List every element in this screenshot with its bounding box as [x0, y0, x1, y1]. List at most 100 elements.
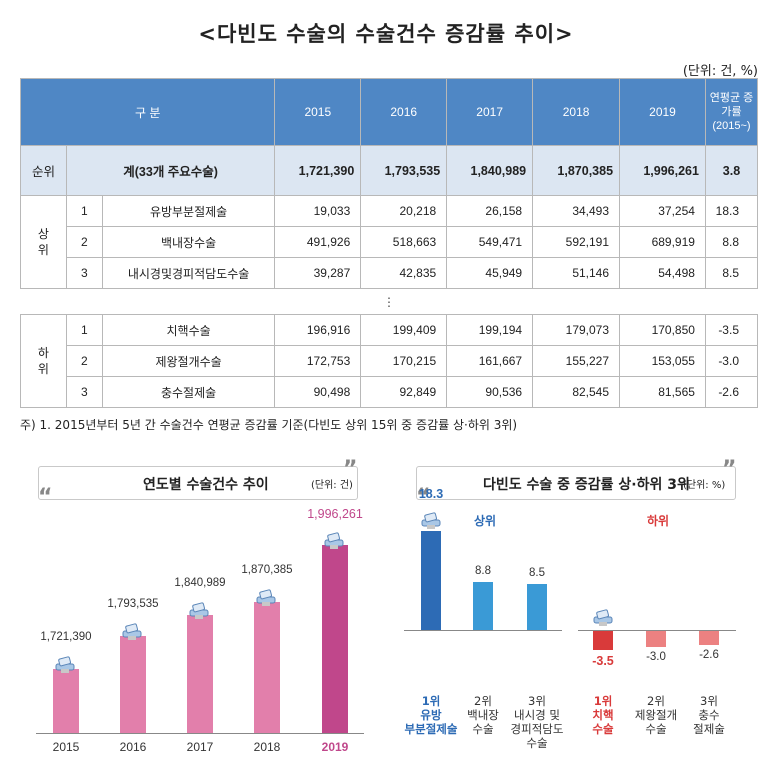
header-year: 2015 [274, 78, 362, 146]
rate-cell: -3.5 [704, 314, 759, 346]
rank-label: 2위 제왕절개 수술 [622, 694, 690, 736]
rank-label-line: 1위 [593, 694, 613, 708]
value-cell: 689,919 [619, 226, 706, 258]
scanner-icon [593, 609, 613, 626]
x-tick-label: 2017 [186, 740, 214, 754]
rate-cell: -2.6 [704, 376, 759, 408]
rank-label: 1위 치핵 수술 [569, 694, 637, 736]
rank-label-line: 1위 [421, 694, 441, 708]
value-cell: 39,287 [274, 257, 362, 289]
top-group-label: 상위 [473, 514, 497, 528]
surgery-table: 구 분 2015 2016 2017 2018 2019 연평균 증가률 (20… [19, 78, 759, 408]
total-value: 1,840,989 [446, 145, 534, 196]
bar-2019 [322, 544, 348, 733]
rate-cell: 8.8 [704, 226, 759, 258]
table-row: 2 제왕절개수술 172,753 170,215 161,667 155,227… [21, 345, 759, 377]
rate-bar [646, 631, 666, 648]
total-rate: 3.8 [704, 145, 759, 196]
left-chart-header: 연도별 수술건수 추이 (단위: 건) [38, 466, 358, 500]
close-quote-icon: ” [343, 457, 358, 482]
rank-label-line: 치핵 [592, 708, 614, 722]
bar-value-label: 1,996,261 [307, 506, 363, 521]
value-cell: 19,033 [274, 195, 362, 227]
table-row: 3 내시경및경피적담도수술 39,287 42,835 45,949 51,14… [21, 257, 759, 289]
rank-label-line: 충수 [698, 708, 720, 722]
table-header-row: 구 분 2015 2016 2017 2018 2019 연평균 증가률 (20… [19, 78, 759, 146]
page-title: <다빈도 수술의 수술건수 증감률 추이> [198, 22, 574, 46]
bar-2017 [187, 614, 213, 733]
rate-cell: 8.5 [704, 257, 759, 289]
bar-2016 [120, 636, 146, 733]
bar-value-label: 1,793,535 [107, 598, 159, 611]
rate-bar [421, 531, 441, 630]
rank-label-line: 수술 [472, 722, 494, 736]
bottom-group-label: 하위 [646, 514, 670, 528]
open-quote-icon: “ [38, 485, 53, 510]
scanner-icon [55, 656, 75, 674]
rank-label-line: 백내장 [467, 708, 499, 722]
rank-cell: 1 [65, 314, 103, 346]
rank-label-line: 절제술 [693, 722, 725, 736]
header-year: 2016 [360, 78, 448, 146]
scanner-icon [324, 532, 344, 549]
header-category: 구 분 [19, 78, 276, 146]
value-cell: 92,849 [360, 376, 448, 408]
scanner-icon [122, 623, 142, 641]
bar-2015 [53, 669, 79, 733]
value-cell: 199,409 [360, 314, 448, 346]
rate-cell: 18.3 [704, 195, 759, 227]
rank-cell: 2 [65, 345, 103, 377]
surgery-name: 내시경및경피적담도수술 [101, 257, 276, 289]
ellipsis-row: ⋮ [20, 288, 758, 315]
x-tick-label: 2016 [119, 740, 147, 754]
rank-cell: 1 [65, 195, 103, 227]
total-value: 1,996,261 [619, 145, 706, 196]
rank-label-line: 경피적담도 [510, 722, 564, 736]
value-cell: 34,493 [532, 195, 621, 227]
surgery-name: 제왕절개수술 [101, 345, 276, 377]
rank-cell: 2 [65, 226, 103, 258]
left-chart-baseline [36, 733, 364, 734]
rank-cell: 3 [65, 257, 103, 289]
rank-label-line: 수술 [645, 722, 667, 736]
footnote: 주) 1. 2015년부터 5년 간 수술건수 연평균 증감률 기준(다빈도 상… [20, 418, 518, 432]
header-year: 2018 [532, 78, 621, 146]
value-cell: 172,753 [274, 345, 362, 377]
total-label: 계(33개 주요수술) [65, 145, 276, 196]
left-chart-unit: (단위: 건) [311, 480, 353, 491]
rank-label: 3위 충수 절제술 [675, 694, 743, 736]
rate-bar [593, 631, 613, 650]
group-bottom-label: 하 위 [37, 346, 49, 376]
rate-cell: -3.0 [704, 345, 759, 377]
value-cell: 179,073 [532, 314, 621, 346]
right-chart-title: 다빈도 수술 중 증감률 상·하위 3위 [483, 477, 690, 493]
rank-cell: 3 [65, 376, 103, 408]
scanner-icon [256, 589, 276, 606]
group-top: 상 위 [20, 195, 67, 289]
total-value: 1,793,535 [360, 145, 448, 196]
rank-label-line: 3위 [528, 694, 546, 708]
close-quote-icon: ” [722, 457, 737, 482]
value-cell: 196,916 [274, 314, 362, 346]
value-cell: 20,218 [360, 195, 448, 227]
rank-label-line: 유방 [420, 708, 442, 722]
rank-label-line: 제왕절개 [634, 708, 678, 722]
rate-bar [699, 631, 719, 646]
right-chart-header: 다빈도 수술 중 증감률 상·하위 3위 (단위: %) [416, 466, 736, 500]
ellipsis: ⋮ [20, 288, 758, 315]
left-chart-title: 연도별 수술건수 추이 [143, 477, 269, 493]
total-value: 1,870,385 [532, 145, 621, 196]
rank-label-line: 수술 [592, 722, 614, 736]
table-row: 상 위 1 유방부분절제술 19,033 20,218 26,158 34,49… [20, 195, 759, 289]
rank-label: 1위 유방 부분절제술 [397, 694, 465, 736]
table-row: 하 위 1 치핵수술 196,916 199,409 199,194 179,0… [20, 314, 759, 408]
bar-value-label: 1,870,385 [241, 563, 293, 576]
group-top-label: 상 위 [37, 227, 49, 257]
group-bottom: 하 위 [20, 314, 67, 408]
value-cell: 90,536 [446, 376, 534, 408]
x-tick-label: 2019 [321, 740, 349, 754]
rate-value-label: -2.6 [699, 649, 719, 662]
surgery-name: 백내장수술 [101, 226, 276, 258]
unit-label: (단위: 건, %) [682, 64, 758, 79]
surgery-name: 충수절제술 [101, 376, 276, 408]
